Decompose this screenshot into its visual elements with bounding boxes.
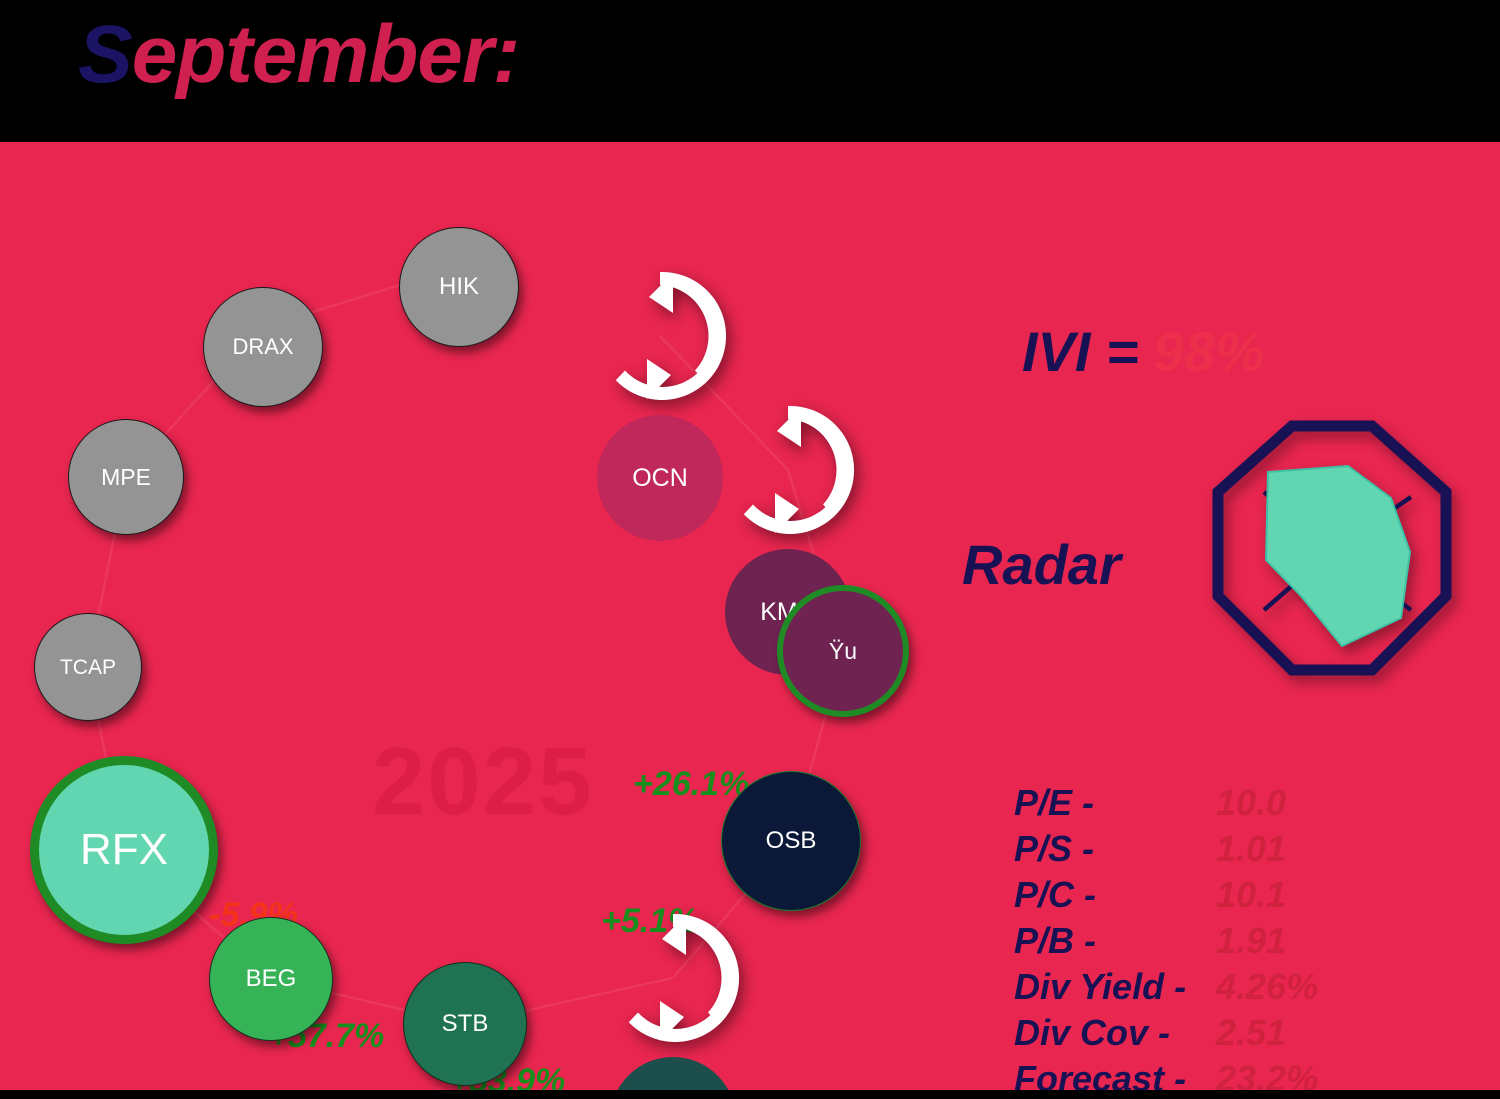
title-rest: eptember: (131, 9, 520, 100)
stat-row: Forecast - 23.2% (1014, 1058, 1318, 1090)
stat-row: Div Yield - 4.26% (1014, 966, 1318, 1012)
ivi-value: 98% (1152, 320, 1265, 383)
bubble-chart-canvas: 2025 +26.1% -5.9% +5.1% +57.7% +53.9% (0, 142, 1500, 1090)
bubble-mpe[interactable]: MPE (68, 419, 184, 535)
refresh-ring-ocn (591, 267, 729, 405)
bubble-label-drax: DRAX (232, 334, 294, 359)
stat-row: P/E - 10.0 (1014, 782, 1318, 828)
bubble-label-osb: OSB (765, 827, 817, 854)
stat-value-pc: 10.1 (1216, 874, 1287, 915)
bubble-label-mpe: MPE (101, 463, 151, 490)
stat-value-forecast: 23.2% (1216, 1058, 1319, 1090)
stat-label-pc: P/C - (1014, 874, 1097, 915)
bubble-osb[interactable]: OSB (721, 771, 861, 911)
bubble-beg[interactable]: BEG (209, 917, 333, 1041)
bubble-tcap[interactable]: TCAP (34, 613, 142, 721)
stat-label-pe: P/E - (1014, 782, 1095, 823)
bubble-hik[interactable]: HIK (399, 227, 519, 347)
bubble-rfx[interactable]: RFX (30, 756, 218, 944)
stat-label-pb: P/B - (1014, 920, 1097, 961)
stat-label-ps: P/S - (1014, 828, 1095, 869)
footer-bar (0, 1090, 1500, 1099)
stat-row: P/C - 10.1 (1014, 874, 1318, 920)
header-bar: September: (0, 0, 1500, 142)
bubble-label-rfx: RFX (80, 825, 168, 874)
stat-row: P/S - 1.01 (1014, 828, 1318, 874)
page-title: September: (78, 14, 520, 96)
bubble-stb[interactable]: STB (403, 962, 527, 1086)
stat-value-div-cov: 2.51 (1216, 1012, 1287, 1053)
pct-label-yu: +26.1% (633, 765, 750, 803)
stat-label-div-cov: Div Cov - (1014, 1012, 1171, 1053)
stat-label-forecast: Forecast - (1014, 1058, 1187, 1090)
year-watermark: 2025 (372, 728, 594, 835)
bubble-ocn[interactable]: OCN (597, 415, 723, 541)
radar-label: Radar (962, 533, 1121, 596)
refresh-ring-kmr (719, 401, 857, 539)
bubble-label-ocn: OCN (632, 463, 688, 492)
stats-list: P/E - 10.0 P/S - 1.01 P/C - 10.1 P/B - 1… (1014, 782, 1318, 1090)
stat-value-div-yield: 4.26% (1216, 966, 1319, 1007)
bubble-label-hik: HIK (438, 273, 479, 300)
title-first-letter: S (78, 9, 133, 100)
stat-value-pe: 10.0 (1216, 782, 1287, 823)
stat-row: Div Cov - 2.51 (1014, 1012, 1318, 1058)
bubble-label-beg: BEG (245, 965, 297, 992)
bubble-drax[interactable]: DRAX (203, 287, 323, 407)
ivi-label: IVI = (1022, 320, 1139, 383)
bubble-yu[interactable]: Ÿu (777, 585, 909, 717)
refresh-ring-card (604, 909, 742, 1047)
stat-label-div-yield: Div Yield - (1014, 966, 1187, 1007)
ivi-readout: IVI = 98% (1022, 324, 1265, 380)
stat-value-pb: 1.91 (1216, 920, 1287, 961)
radar-chart (1212, 420, 1452, 676)
stat-row: P/B - 1.91 (1014, 920, 1318, 966)
bubble-label-tcap: TCAP (59, 655, 116, 679)
bubble-label-stb: STB (441, 1010, 489, 1037)
bubble-label-yu: Ÿu (828, 637, 858, 664)
stat-value-ps: 1.01 (1216, 828, 1287, 869)
